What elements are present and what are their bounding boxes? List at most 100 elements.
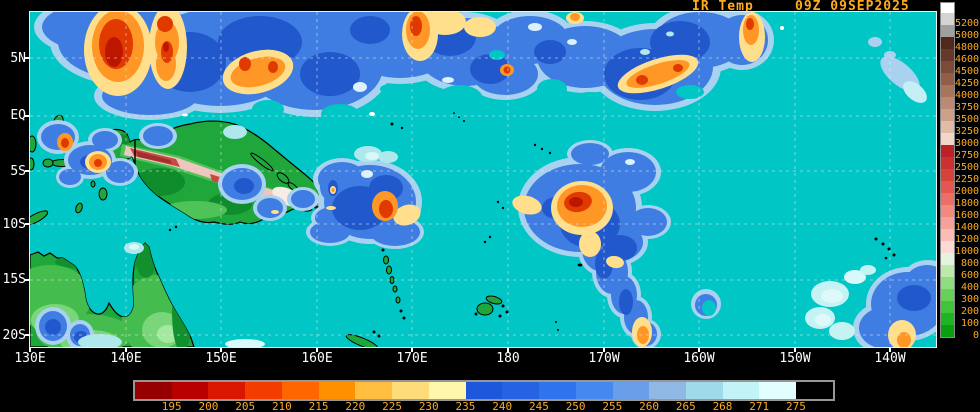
temperature-colorbar-segment	[502, 382, 540, 399]
temperature-scale-label: 245	[528, 400, 549, 412]
elevation-scale-label: 2000	[955, 186, 980, 197]
lat-label-20s: 20S	[2, 328, 26, 343]
lat-tick	[25, 334, 30, 336]
elevation-colorbar-segment	[941, 217, 954, 229]
temperature-scale-label: 275	[786, 400, 806, 412]
temperature-colorbar-segment	[796, 382, 833, 399]
elevation-colorbar-segment	[941, 241, 954, 253]
elevation-colorbar-segment	[941, 253, 954, 265]
elevation-colorbar-segment	[941, 193, 954, 205]
lon-label-170e: 170E	[396, 351, 428, 366]
elevation-colorbar-segment	[941, 277, 954, 289]
lat-tick	[25, 57, 30, 59]
elevation-scale-label: 5000	[955, 30, 980, 41]
elevation-scale-label: 400	[960, 282, 979, 293]
lon-tick	[29, 348, 31, 352]
lon-label-140w: 140W	[874, 351, 906, 366]
elevation-colorbar-segment	[941, 25, 954, 37]
elevation-scale-label: 3500	[955, 114, 980, 125]
elevation-scale-label: 2750	[955, 150, 980, 161]
temperature-colorbar-labels: 195 200 205 210 215 220 225 230 235 240 245 250 255 2…	[135, 400, 806, 412]
lon-label-150e: 150E	[205, 351, 237, 366]
temperature-colorbar	[133, 380, 835, 401]
lat-tick	[25, 223, 30, 225]
temperature-scale-label: 205	[235, 400, 256, 412]
temperature-scale-label: 265	[675, 400, 696, 412]
lon-tick	[603, 348, 605, 352]
temperature-scale-label: 271	[749, 400, 770, 412]
lat-label-5s: 5S	[10, 164, 26, 179]
elevation-colorbar-segment	[941, 61, 954, 73]
temperature-colorbar-segment	[355, 382, 393, 399]
elevation-scale-label: 2250	[955, 174, 980, 185]
elevation-scale-label: 4000	[955, 90, 980, 101]
temperature-colorbar-segment	[392, 382, 429, 399]
temperature-colorbar-segment	[759, 382, 797, 399]
elevation-scale-label: 4800	[955, 42, 980, 53]
temperature-colorbar-segment	[722, 382, 760, 399]
lat-tick	[25, 115, 30, 117]
lon-label-150w: 150W	[779, 351, 811, 366]
cloud-deep-red-layer	[105, 37, 583, 207]
lon-tick	[698, 348, 700, 352]
temperature-colorbar-segment	[539, 382, 576, 399]
lon-label-170w: 170W	[588, 351, 620, 366]
elevation-colorbar-segment	[941, 121, 954, 133]
lat-tick	[25, 170, 30, 172]
elevation-colorbar-segment	[941, 301, 954, 313]
elevation-colorbar-labels: 5200 5000 4800 4600 4500 4250 4000 3750 3500 3250…	[955, 18, 979, 342]
lon-tick	[794, 348, 796, 352]
elevation-colorbar-segment	[941, 325, 954, 337]
elevation-colorbar-segment	[941, 265, 954, 277]
elevation-colorbar-segment	[941, 109, 954, 121]
elevation-scale-label: 1000	[955, 246, 980, 257]
temperature-scale-label: 195	[161, 400, 182, 412]
temperature-scale-label: 250	[565, 400, 586, 412]
temperature-colorbar-segment	[428, 382, 466, 399]
elevation-colorbar-segment	[941, 157, 954, 169]
elevation-colorbar-segment	[941, 229, 954, 241]
elevation-scale-label: 3750	[955, 102, 980, 113]
elevation-scale-label: 4600	[955, 54, 980, 65]
elevation-scale-label: 4250	[955, 78, 980, 89]
lon-label-180: 180	[496, 351, 520, 366]
elevation-scale-label: 1200	[955, 234, 980, 245]
lat-label-5n: 5N	[10, 51, 26, 66]
lon-label-160e: 160E	[301, 351, 333, 366]
temperature-colorbar-segment	[245, 382, 282, 399]
temperature-colorbar-segment	[649, 382, 687, 399]
temperature-colorbar-segment	[612, 382, 650, 399]
lon-tick	[889, 348, 891, 352]
temperature-scale-label: 240	[492, 400, 513, 412]
temperature-colorbar-segment	[465, 382, 503, 399]
datetime-label: 09Z 09SEP2025	[795, 0, 910, 14]
temperature-colorbar-segment	[171, 382, 209, 399]
lon-tick	[316, 348, 318, 352]
elevation-scale-label: 600	[960, 270, 979, 281]
elevation-colorbar-segment	[941, 13, 954, 25]
elevation-colorbar-segment	[941, 181, 954, 193]
temperature-colorbar-segment	[281, 382, 319, 399]
temperature-scale-label: 220	[345, 400, 366, 412]
elevation-scale-label: 200	[960, 306, 979, 317]
elevation-scale-label: 2500	[955, 162, 980, 173]
lat-label-15s: 15S	[2, 272, 26, 287]
elevation-scale-label: 1800	[955, 198, 980, 209]
elevation-colorbar-segment	[941, 313, 954, 325]
elevation-colorbar-segment	[941, 169, 954, 181]
elevation-scale-label: 1400	[955, 222, 980, 233]
lon-tick	[220, 348, 222, 352]
temperature-scale-label: 260	[639, 400, 659, 412]
product-title: IR Temp	[692, 0, 754, 14]
temperature-scale-label: 268	[712, 400, 733, 412]
lon-label-160w: 160W	[683, 351, 715, 366]
lat-label-eq: EQ	[10, 108, 26, 123]
temperature-colorbar-segment	[208, 382, 246, 399]
temperature-colorbar-segment	[318, 382, 356, 399]
lon-label-140e: 140E	[110, 351, 142, 366]
temperature-scale-label: 255	[602, 400, 623, 412]
temperature-scale-label: 210	[271, 400, 292, 412]
lat-label-10s: 10S	[2, 217, 26, 232]
temperature-colorbar-segment	[575, 382, 613, 399]
